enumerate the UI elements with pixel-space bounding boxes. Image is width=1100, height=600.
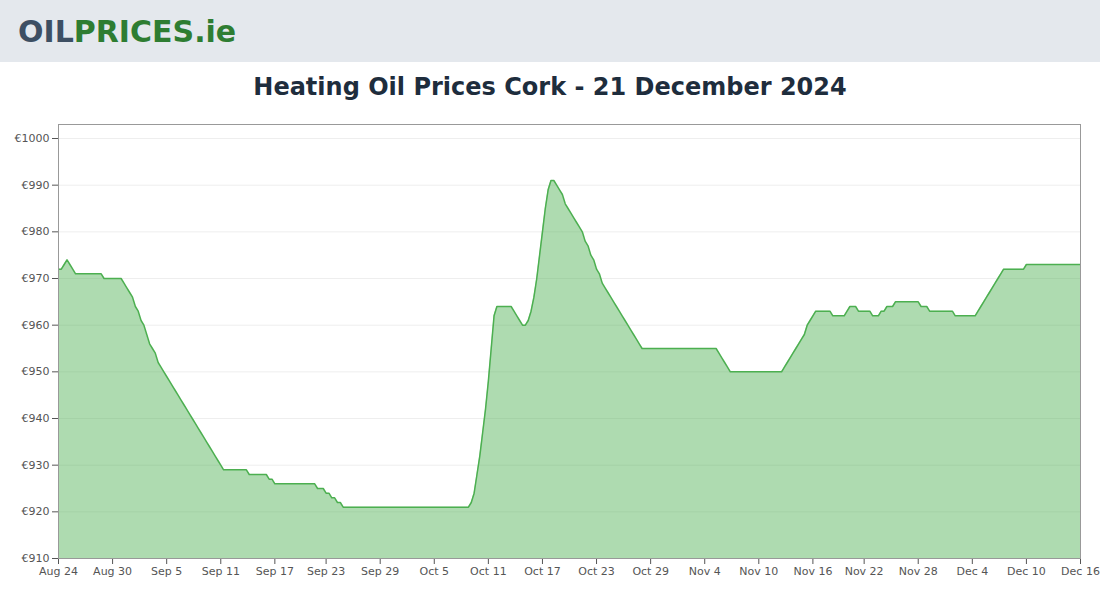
svg-text:€960: €960: [22, 319, 50, 332]
svg-text:Nov 4: Nov 4: [689, 565, 721, 578]
svg-text:€990: €990: [22, 179, 50, 192]
svg-text:Dec 10: Dec 10: [1007, 565, 1046, 578]
svg-text:Oct 5: Oct 5: [420, 565, 450, 578]
svg-text:Dec 16: Dec 16: [1061, 565, 1100, 578]
html-text:Heating Oil Prices Cork - 21 D: Heating Oil Prices Cork - 21 December 20…: [253, 73, 847, 101]
svg-text:€910: €910: [22, 552, 50, 565]
svg-text:Nov 16: Nov 16: [793, 565, 832, 578]
svg-text:Nov 10: Nov 10: [739, 565, 778, 578]
svg-text:€920: €920: [22, 505, 50, 518]
svg-text:€980: €980: [22, 225, 50, 238]
svg-text:Aug 24: Aug 24: [39, 565, 78, 578]
svg-text:€930: €930: [22, 459, 50, 472]
svg-text:€940: €940: [22, 412, 50, 425]
svg-text:Sep 11: Sep 11: [202, 565, 240, 578]
svg-text:Oct 17: Oct 17: [524, 565, 561, 578]
svg-text:Dec 4: Dec 4: [956, 565, 988, 578]
svg-text:Nov 22: Nov 22: [845, 565, 884, 578]
svg-text:Sep 29: Sep 29: [361, 565, 399, 578]
html-text:OIL PRICES.ie: OIL PRICES.ie: [18, 13, 237, 49]
svg-text:Oct 29: Oct 29: [632, 565, 669, 578]
svg-text:€950: €950: [22, 365, 50, 378]
svg-text:Oct 23: Oct 23: [578, 565, 615, 578]
svg-text:€1000: €1000: [15, 132, 50, 145]
svg-text:Aug 30: Aug 30: [93, 565, 132, 578]
svg-text:Sep 17: Sep 17: [256, 565, 294, 578]
svg-text:€970: €970: [22, 272, 50, 285]
svg-text:Sep 5: Sep 5: [151, 565, 182, 578]
svg-text:Sep 23: Sep 23: [307, 565, 345, 578]
svg-text:Oct 11: Oct 11: [470, 565, 507, 578]
svg-text:Nov 28: Nov 28: [899, 565, 938, 578]
